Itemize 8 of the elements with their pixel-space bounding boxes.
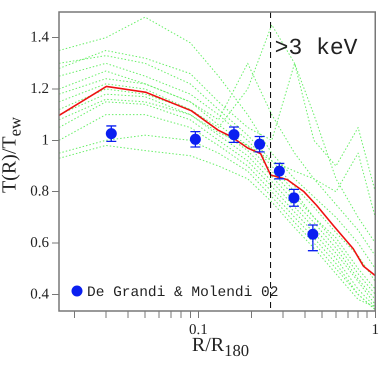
y-tick-label: 1.2	[30, 80, 49, 97]
y-tick-label: 0.8	[30, 184, 49, 200]
y-tick-label: 0.6	[30, 234, 50, 251]
annotation: >3 keV	[274, 35, 358, 62]
legend-label: De Grandi & Molendi 02	[87, 284, 278, 301]
y-tick-label: 1.4	[30, 30, 50, 46]
y-tick-label: 1	[42, 132, 49, 148]
y-tick-label: 0.4	[30, 286, 50, 302]
